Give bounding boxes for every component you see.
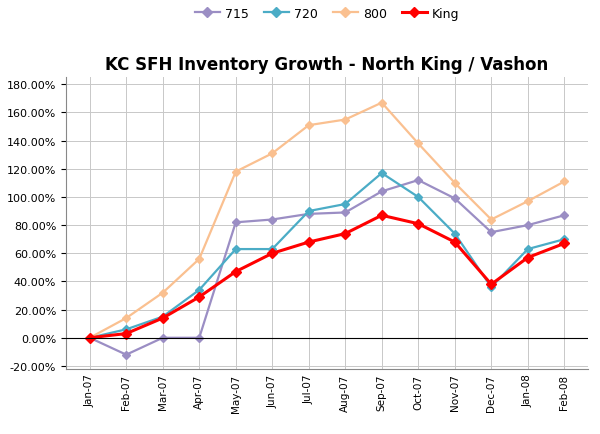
720 (122, 327, 130, 332)
King (122, 331, 130, 336)
715 (159, 335, 166, 341)
King (560, 241, 568, 247)
715 (269, 217, 276, 223)
King (341, 231, 349, 237)
720 (378, 171, 385, 176)
800 (196, 257, 203, 262)
King (232, 270, 239, 275)
King (415, 222, 422, 227)
720 (159, 314, 166, 319)
720 (305, 209, 313, 214)
720 (451, 231, 458, 237)
715 (232, 220, 239, 225)
Legend: 715, 720, 800, King: 715, 720, 800, King (190, 3, 464, 26)
King (305, 240, 313, 245)
King (524, 255, 532, 260)
720 (86, 335, 94, 341)
720 (232, 247, 239, 252)
King (86, 335, 94, 341)
King (159, 316, 166, 321)
800 (159, 290, 166, 296)
720 (196, 288, 203, 293)
800 (122, 316, 130, 321)
720 (524, 247, 532, 252)
800 (341, 118, 349, 123)
King (451, 240, 458, 245)
King (488, 282, 495, 287)
King (378, 213, 385, 218)
800 (415, 141, 422, 147)
720 (488, 285, 495, 290)
Line: 720: 720 (87, 171, 567, 341)
715 (86, 335, 94, 341)
720 (269, 247, 276, 252)
Line: 800: 800 (87, 101, 567, 341)
715 (524, 223, 532, 228)
800 (86, 335, 94, 341)
800 (451, 181, 458, 186)
715 (341, 210, 349, 216)
Line: King: King (86, 212, 568, 342)
715 (415, 178, 422, 183)
800 (560, 180, 568, 185)
720 (341, 202, 349, 207)
King (196, 295, 203, 300)
King (269, 251, 276, 256)
720 (415, 195, 422, 200)
715 (196, 335, 203, 341)
715 (451, 196, 458, 201)
800 (524, 199, 532, 204)
800 (488, 217, 495, 223)
800 (232, 170, 239, 175)
800 (378, 101, 385, 106)
Line: 715: 715 (87, 178, 567, 358)
715 (122, 352, 130, 358)
Title: KC SFH Inventory Growth - North King / Vashon: KC SFH Inventory Growth - North King / V… (106, 56, 548, 74)
800 (269, 151, 276, 157)
715 (305, 212, 313, 217)
715 (560, 213, 568, 218)
800 (305, 123, 313, 128)
720 (560, 237, 568, 242)
715 (488, 230, 495, 235)
715 (378, 189, 385, 194)
